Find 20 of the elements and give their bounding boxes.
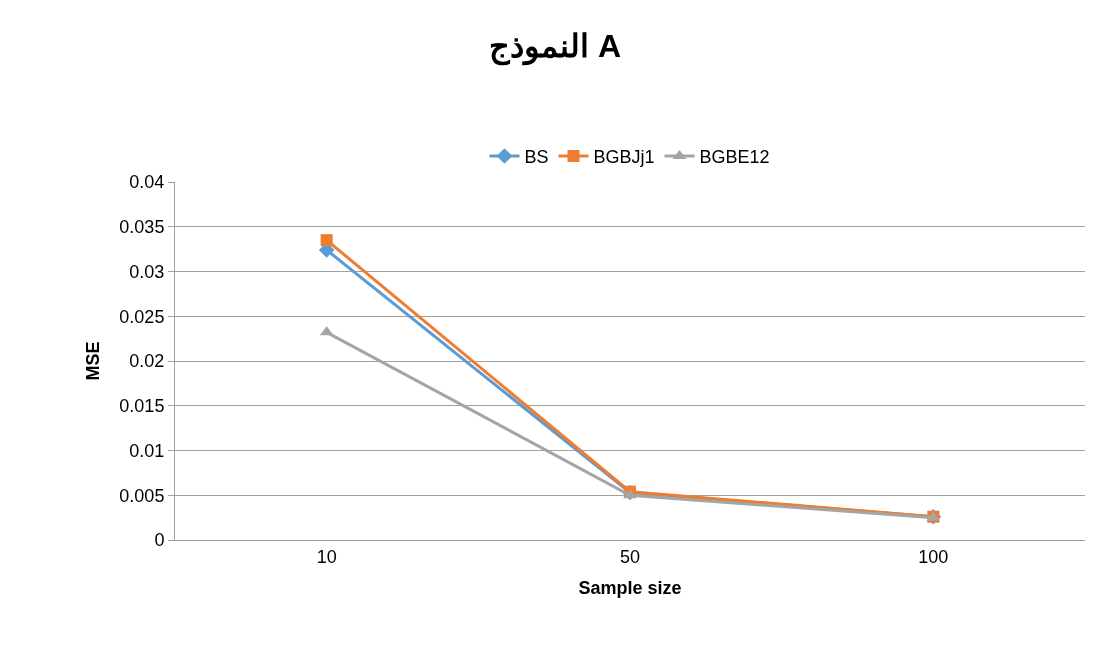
legend-label: BGBE12 — [699, 147, 770, 168]
y-tick-label: 0.01 — [129, 440, 165, 461]
point — [320, 234, 333, 247]
x-tick-label: 50 — [619, 546, 641, 567]
y-tick-label: 0.03 — [129, 261, 165, 282]
y-tick-label: 0.04 — [129, 172, 165, 193]
y-axis-title: MSE — [82, 341, 103, 381]
x-tick-label: 10 — [316, 546, 337, 567]
legend-label: BS — [524, 147, 549, 168]
chart-title: النموذج A — [489, 28, 621, 67]
point — [623, 489, 637, 499]
y-tick-label: 0.025 — [119, 306, 165, 327]
x-axis-title: Sample size — [578, 577, 682, 598]
y-tick-label: 0.005 — [119, 485, 165, 506]
y-tick-label: 0.035 — [119, 217, 165, 238]
legend-label: BGBJj1 — [593, 147, 655, 168]
y-tick-label: 0.015 — [119, 396, 165, 417]
y-tick-label: 0.02 — [129, 351, 165, 372]
x-tick-label: 100 — [918, 546, 949, 567]
y-tick-label: 0 — [154, 530, 165, 551]
